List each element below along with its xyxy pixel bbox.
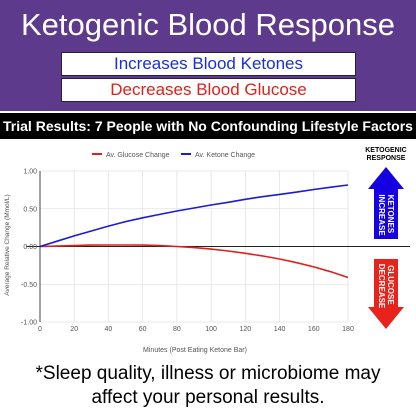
ketones-pill: Increases Blood Ketones <box>61 52 356 76</box>
x-tick-label: 0 <box>38 326 42 333</box>
x-tick-label: 60 <box>139 326 147 333</box>
y-tick-label: -0.50 <box>21 282 37 289</box>
ketones-increase-label: KETONES INCREASE <box>377 194 395 236</box>
x-tick-label: 40 <box>105 326 113 333</box>
ketones-word: KETONES <box>386 195 395 234</box>
x-tick-label: 120 <box>239 326 251 333</box>
y-tick-label: 1.00 <box>23 169 37 176</box>
x-tick-label: 160 <box>308 326 320 333</box>
axes <box>26 171 410 322</box>
y-tick-label: 0.00 <box>23 244 37 251</box>
increase-word: INCREASE <box>377 194 386 236</box>
legend-label-glucose: Av. Glucose Change <box>106 152 170 159</box>
x-tick-label: 180 <box>342 326 354 333</box>
x-tick-label: 140 <box>274 326 286 333</box>
ketones-increase-arrow <box>368 167 404 239</box>
x-axis-label: Minutes (Post Eating Ketone Bar) <box>143 347 247 354</box>
footnote: *Sleep quality, illness or microbiome ma… <box>0 362 416 410</box>
glucose-line <box>39 244 349 279</box>
x-tick-label: 20 <box>70 326 78 333</box>
y-tick-label: -1.00 <box>21 320 37 327</box>
chart: Av. Glucose Change Av. Ketone Change 0 20… <box>4 147 410 354</box>
glucose-word: GLUCOSE <box>386 265 395 305</box>
trial-results-banner: Trial Results: 7 People with No Confound… <box>0 113 416 139</box>
tick-labels: 0 20 40 60 80 100 120 140 160 180 1.00 0.50 0.00 -0.5… <box>21 169 354 334</box>
panel-heading-line2: RESPONSE <box>367 155 406 162</box>
page-title: Ketogenic Blood Response <box>21 7 395 42</box>
footnote-line1: *Sleep quality, illness or microbiome ma… <box>35 363 381 384</box>
glucose-pill: Decreases Blood Glucose <box>61 78 356 102</box>
x-tick-label: 80 <box>173 326 181 333</box>
panel-heading-line1: KETOGENIC <box>365 147 407 154</box>
y-axis-label: Average Relative Change (Mmol/L) <box>4 194 11 295</box>
series-lines <box>39 184 349 279</box>
header-banner: Ketogenic Blood Response Increases Blood… <box>0 0 416 111</box>
legend: Av. Glucose Change Av. Ketone Change <box>92 152 255 159</box>
legend-label-ketone: Av. Ketone Change <box>195 152 255 159</box>
x-tick-label: 100 <box>205 326 217 333</box>
glucose-decrease-arrow <box>368 259 404 329</box>
ketogenic-response-panel: KETOGENIC RESPONSE KETONES INCREASE GLUC… <box>365 147 407 329</box>
ketone-line <box>39 184 349 248</box>
y-tick-label: 0.50 <box>23 206 37 213</box>
glucose-decrease-label: GLUCOSE DECREASE <box>377 264 395 309</box>
footnote-line2: affect your personal results. <box>91 387 325 408</box>
decrease-word: DECREASE <box>377 264 386 309</box>
